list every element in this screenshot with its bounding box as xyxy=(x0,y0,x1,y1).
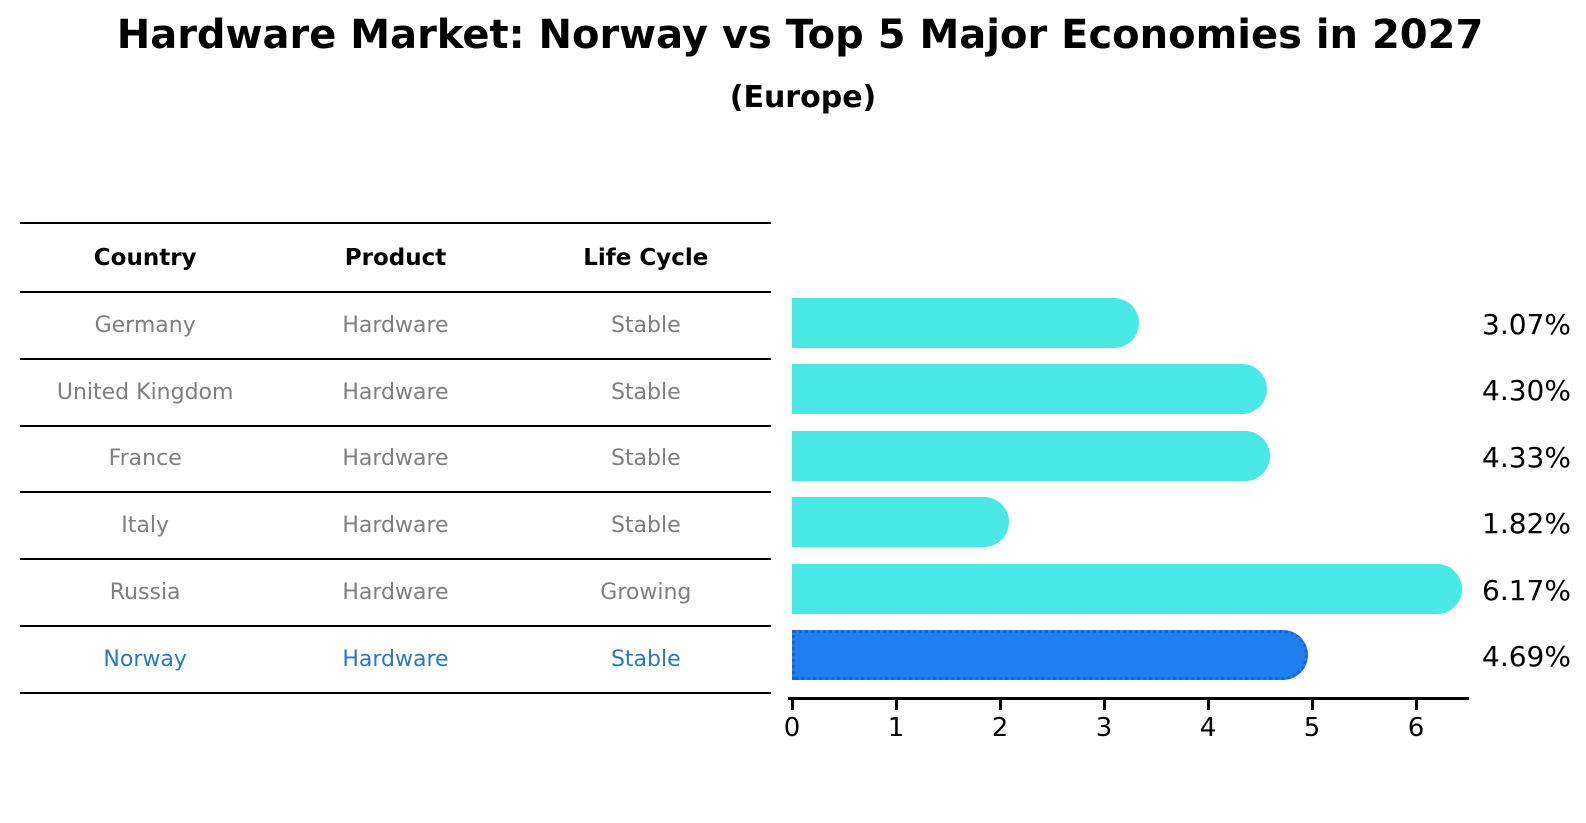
x-axis-tick xyxy=(895,700,898,710)
table-row-norway: Norway Hardware Stable xyxy=(20,627,771,694)
chart-title: Hardware Market: Norway vs Top 5 Major E… xyxy=(116,12,1484,58)
x-axis-tick xyxy=(791,700,794,710)
bar-norway xyxy=(792,630,1308,680)
bar-italy xyxy=(792,497,1009,547)
table-header-product: Product xyxy=(344,244,447,271)
table-row-italy: Italy Hardware Stable xyxy=(20,493,771,561)
table-cell-country: Russia xyxy=(109,580,181,606)
bar-value-label: 4.33% xyxy=(1482,441,1571,474)
table-cell-country: France xyxy=(108,446,182,472)
table-cell-product: Hardware xyxy=(342,312,449,338)
table-cell-life-cycle: Stable xyxy=(610,312,681,338)
table-cell-product: Hardware xyxy=(342,513,449,539)
x-axis-tick-label: 0 xyxy=(783,713,801,743)
table-row-russia: Russia Hardware Growing xyxy=(20,560,771,627)
bar-france xyxy=(792,431,1270,481)
chart-subtitle: (Europe) xyxy=(729,80,877,115)
bar-germany xyxy=(792,298,1139,348)
table-row-united-kingdom: United Kingdom Hardware Stable xyxy=(20,360,771,427)
table-cell-product: Hardware xyxy=(342,646,449,672)
x-axis-tick xyxy=(1415,700,1418,710)
table-row-germany: Germany Hardware Stable xyxy=(20,293,771,360)
table-cell-product: Hardware xyxy=(342,580,449,606)
x-axis-line xyxy=(788,697,1469,700)
x-axis-tick xyxy=(1311,700,1314,710)
x-axis-tick xyxy=(1207,700,1210,710)
x-axis-tick xyxy=(1103,700,1106,710)
bar-value-label: 4.69% xyxy=(1482,640,1571,673)
country-table: Country Product Life Cycle Germany Hardwa… xyxy=(20,222,771,694)
x-axis-tick-label: 6 xyxy=(1407,713,1425,743)
bar-russia xyxy=(792,564,1462,614)
table-cell-country: Italy xyxy=(121,513,170,539)
table-cell-country: Germany xyxy=(94,312,196,338)
x-axis-tick-label: 2 xyxy=(991,713,1009,743)
table-cell-product: Hardware xyxy=(342,379,449,405)
table-body: Germany Hardware Stable United Kingdom Hardw… xyxy=(20,293,771,694)
x-axis-tick-label: 5 xyxy=(1303,713,1321,743)
table-cell-life-cycle: Growing xyxy=(600,580,692,606)
table-row-france: France Hardware Stable xyxy=(20,427,771,494)
x-axis-tick-label: 1 xyxy=(887,713,905,743)
table-cell-life-cycle: Stable xyxy=(610,646,681,672)
table-cell-life-cycle: Stable xyxy=(610,379,681,405)
table-cell-country: United Kingdom xyxy=(56,379,234,405)
bar-value-label: 3.07% xyxy=(1482,308,1571,341)
table-header-life-cycle: Life Cycle xyxy=(583,244,709,271)
table-cell-product: Hardware xyxy=(342,446,449,472)
table-header-country: Country xyxy=(93,244,197,271)
bar-value-label: 1.82% xyxy=(1482,507,1571,540)
table-cell-country: Norway xyxy=(103,646,187,672)
x-axis-tick xyxy=(999,700,1002,710)
x-axis-tick-label: 3 xyxy=(1095,713,1113,743)
table-cell-life-cycle: Stable xyxy=(610,446,681,472)
table-cell-life-cycle: Stable xyxy=(610,513,681,539)
bar-united-kingdom xyxy=(792,364,1267,414)
bar-value-label: 4.30% xyxy=(1482,374,1571,407)
bar-value-label: 6.17% xyxy=(1482,574,1571,607)
table-header-row: Country Product Life Cycle xyxy=(20,222,771,293)
x-axis-tick-label: 4 xyxy=(1199,713,1217,743)
